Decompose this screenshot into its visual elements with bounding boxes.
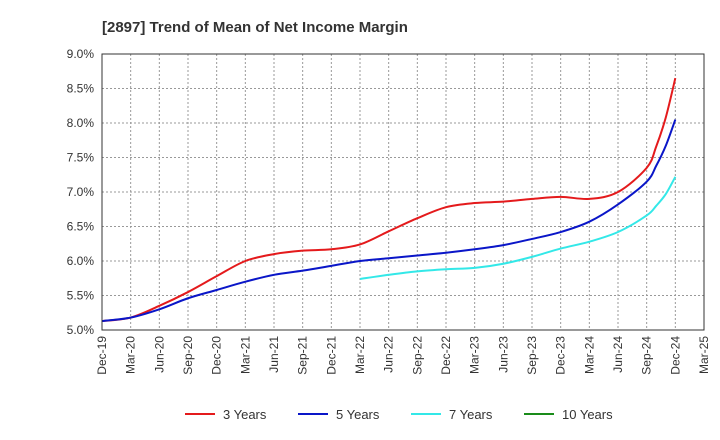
x-tick-label: Mar-23: [468, 336, 482, 374]
series-line-5-years: [101, 119, 677, 323]
x-tick-label: Jun-24: [611, 336, 625, 373]
x-tick-label: Jun-21: [267, 336, 281, 373]
y-tick-label: 5.5%: [67, 289, 95, 303]
y-tick-label: 7.5%: [67, 151, 95, 165]
x-tick-label: Dec-20: [210, 336, 224, 375]
plot-frame: [101, 53, 705, 331]
legend-label: 5 Years: [336, 407, 380, 422]
x-tick-label: Jun-22: [382, 336, 396, 373]
x-tick-label: Mar-24: [582, 336, 596, 374]
x-tick-label: Dec-21: [324, 336, 338, 375]
x-tick-label: Sep-24: [640, 336, 654, 375]
legend-label: 10 Years: [562, 407, 613, 422]
x-tick-label: Sep-21: [296, 336, 310, 375]
x-tick-label: Sep-20: [181, 336, 195, 375]
x-tick-label: Mar-20: [124, 336, 138, 374]
chart-title: [2897] Trend of Mean of Net Income Margi…: [102, 19, 408, 36]
y-tick-label: 8.5%: [67, 82, 95, 96]
y-tick-label: 6.5%: [67, 220, 95, 234]
x-tick-label: Mar-21: [238, 336, 252, 374]
series-layer: [101, 77, 677, 323]
x-tick-label: Dec-22: [439, 336, 453, 375]
x-tick-label: Dec-23: [554, 336, 568, 375]
y-tick-label: 7.0%: [67, 185, 95, 199]
legend-item-7-years: 7 Years: [411, 407, 493, 422]
legend-item-3-years: 3 Years: [185, 407, 267, 422]
x-tick-label: Dec-19: [95, 336, 109, 375]
legend-label: 3 Years: [223, 407, 267, 422]
legend: 3 Years 5 Years 7 Years 10 Years: [185, 407, 613, 422]
x-axis-ticks: Dec-19 Mar-20 Jun-20 Sep-20 Dec-20 Mar-21 Jun-…: [95, 336, 711, 375]
x-tick-label: Jun-23: [496, 336, 510, 373]
legend-item-10-years: 10 Years: [524, 407, 613, 422]
y-tick-label: 6.0%: [67, 254, 95, 268]
y-tick-label: 8.0%: [67, 116, 95, 130]
y-tick-label: 9.0%: [67, 47, 95, 61]
x-tick-label: Dec-24: [668, 336, 682, 375]
series-line-3-years: [101, 77, 677, 323]
x-tick-label: Sep-22: [410, 336, 424, 375]
x-tick-label: Jun-20: [152, 336, 166, 373]
y-axis-ticks: 5.0% 5.5% 6.0% 6.5% 7.0% 7.5% 8.0% 8.5% 9.0%: [67, 47, 95, 337]
x-tick-label: Mar-22: [353, 336, 367, 374]
series-line-7-years: [359, 176, 677, 280]
y-tick-label: 5.0%: [67, 323, 95, 337]
legend-item-5-years: 5 Years: [298, 407, 380, 422]
legend-label: 7 Years: [449, 407, 493, 422]
x-tick-label: Mar-25: [697, 336, 711, 374]
x-tick-label: Sep-23: [525, 336, 539, 375]
